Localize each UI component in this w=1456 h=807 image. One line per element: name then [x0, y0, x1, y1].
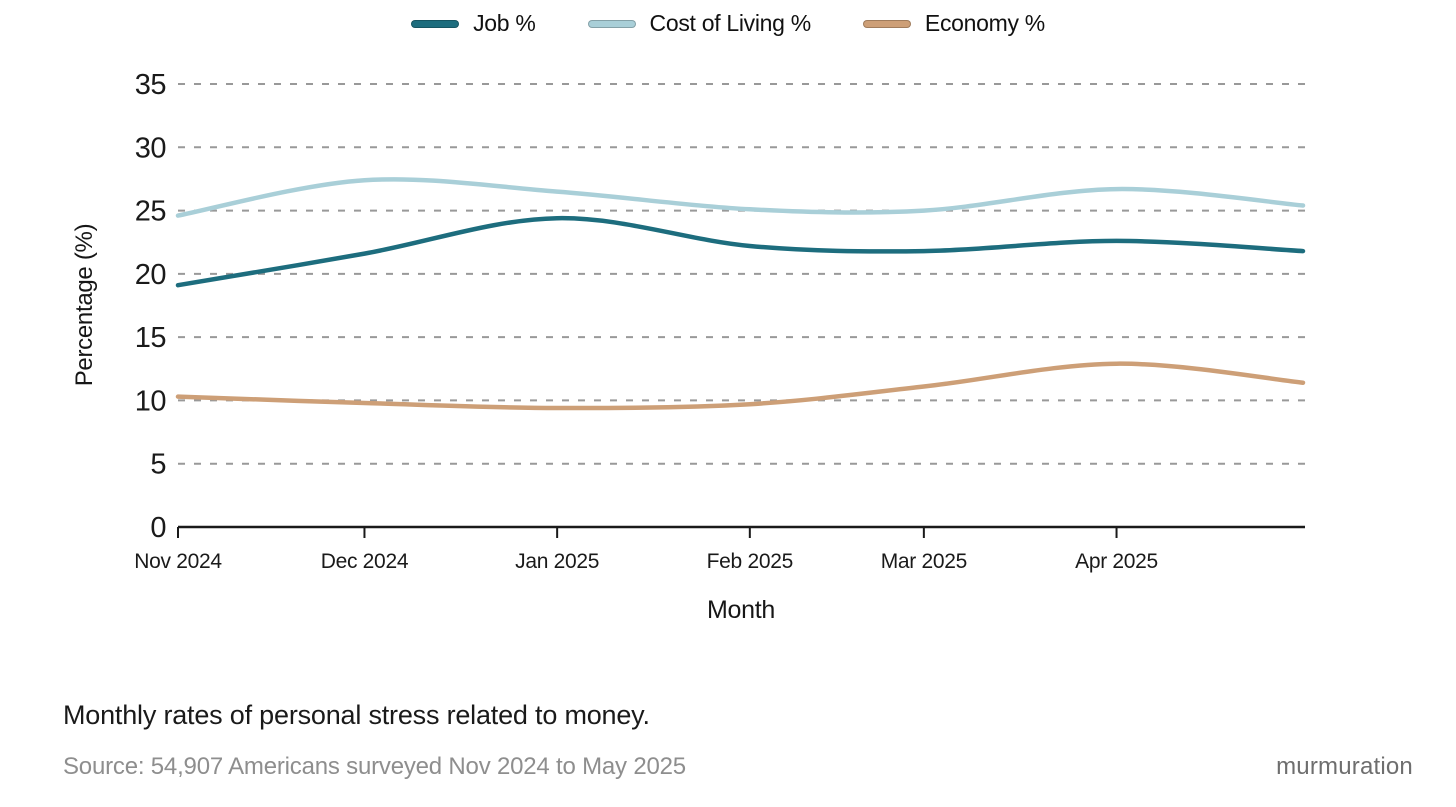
y-tick-label-20: 20: [135, 259, 166, 291]
cost-of-living-line-swatch-icon: [587, 19, 636, 28]
x-tick-label-5: Apr 2025: [1075, 550, 1158, 573]
y-tick-label-10: 10: [135, 385, 166, 417]
chart-caption: Monthly rates of personal stress related…: [63, 700, 650, 730]
job-line-swatch-icon: [411, 19, 460, 28]
x-tick-label-2: Jan 2025: [515, 550, 599, 573]
y-tick-label-35: 35: [135, 69, 166, 101]
x-tick-label-3: Feb 2025: [707, 550, 793, 573]
brand-logo-text: murmuration: [1276, 753, 1413, 780]
source-note: Source: 54,907 Americans surveyed Nov 20…: [63, 753, 686, 780]
y-tick-label-0: 0: [150, 512, 166, 544]
y-tick-label-30: 30: [135, 132, 166, 164]
y-axis-title: Percentage (%): [71, 223, 98, 387]
legend-item-job: Job %: [411, 10, 536, 37]
y-tick-label-25: 25: [135, 196, 166, 228]
x-tick-label-0: Nov 2024: [134, 550, 222, 573]
legend-item-cost-of-living: Cost of Living %: [587, 10, 812, 37]
legend-item-economy: Economy %: [862, 10, 1045, 37]
y-tick-label-5: 5: [150, 449, 166, 481]
legend-label-economy: Economy %: [924, 10, 1045, 36]
x-axis-title: Month: [707, 596, 775, 624]
legend-label-cost-of-living: Cost of Living %: [649, 10, 812, 36]
legend: Job % Cost of Living % Economy %: [0, 10, 1456, 37]
x-tick-label-1: Dec 2024: [321, 550, 409, 573]
x-tick-label-4: Mar 2025: [881, 550, 967, 573]
y-tick-label-15: 15: [135, 322, 166, 354]
series-line-job: [175, 215, 1306, 288]
legend-label-job: Job %: [473, 10, 536, 36]
series-line-economy: [175, 361, 1306, 411]
chart-canvas: 0 5 10 15 20 25 30 35 Nov 2024 Dec 2024 Jan 2025 Fe…: [134, 69, 1307, 573]
economy-line-swatch-icon: [862, 19, 911, 28]
series-line-cost-of-living: [175, 177, 1306, 218]
